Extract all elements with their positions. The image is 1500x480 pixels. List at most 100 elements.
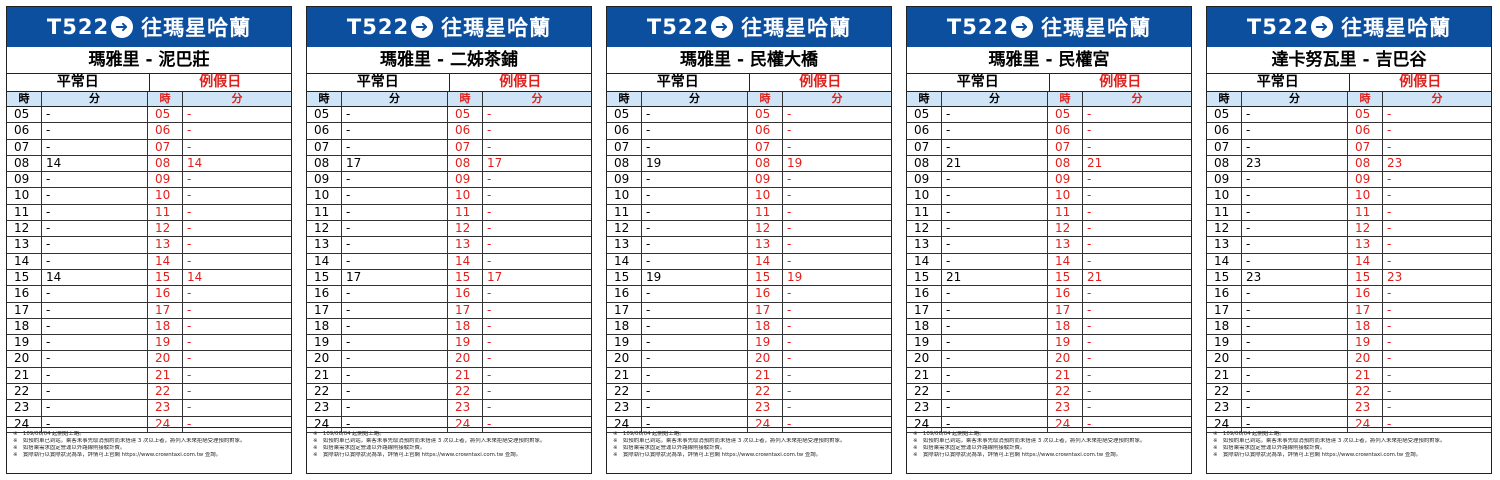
holiday-hour: 06 — [448, 123, 483, 139]
weekday-hour: 23 — [907, 400, 942, 416]
weekday-minute: - — [942, 237, 1048, 253]
weekday-minute: - — [1242, 237, 1348, 253]
weekday-hour: 21 — [307, 367, 342, 384]
note-line: ※ 如搭乘需求固定營運以外路線則接駁計費。 — [1213, 445, 1326, 451]
weekday-minute: - — [342, 367, 448, 384]
holiday-minute: - — [787, 384, 792, 399]
weekday-hour: 08 — [607, 155, 642, 172]
weekday-hour: 19 — [7, 335, 42, 351]
holiday-minute: - — [1087, 367, 1092, 382]
table-row: 17-17- — [607, 302, 891, 319]
column-header: 時分時分 — [7, 92, 291, 107]
weekday-minute: - — [42, 204, 148, 221]
table-row: 07-07- — [1207, 139, 1491, 156]
holiday-hour: 23 — [448, 400, 483, 416]
table-row: 12-12- — [1207, 221, 1491, 238]
weekday-minute: - — [342, 416, 448, 432]
weekday-minute: - — [942, 172, 1048, 188]
table-row: 08 17 08 17 — [307, 155, 591, 173]
minute-col-label: 分 — [1431, 92, 1443, 105]
holiday-minute: - — [487, 237, 492, 252]
holiday-minute: - — [187, 335, 192, 350]
table-row: 10-10- — [307, 188, 591, 205]
table-row: 16-16- — [307, 286, 591, 303]
note-line: ※ 如搭乘需求固定營運以外路線則接駁計費。 — [313, 445, 426, 451]
weekday-hour: 15 — [607, 269, 642, 286]
holiday-hour: 21 — [148, 367, 183, 384]
table-row: 08 23 08 23 — [1207, 155, 1491, 173]
weekday-hour: 23 — [307, 400, 342, 416]
table-row: 24-24- — [307, 416, 591, 433]
holiday-minute: - — [187, 400, 192, 415]
weekday-minute: - — [342, 384, 448, 400]
table-row: 21-21- — [607, 367, 891, 385]
note-line: ※ 109/06/04 起開始上路。 — [313, 431, 385, 437]
table-row: 18-18- — [907, 318, 1191, 336]
weekday-hour: 07 — [307, 139, 342, 155]
holiday-minute: - — [1387, 253, 1392, 268]
holiday-hour: 09 — [1348, 172, 1383, 188]
table-row: 22-22- — [7, 384, 291, 401]
weekday-minute: - — [1242, 221, 1348, 237]
weekday-hour: 18 — [1207, 318, 1242, 335]
weekday-minute: - — [42, 188, 148, 204]
table-row: 14-14- — [307, 253, 591, 270]
holiday-hour: 18 — [748, 318, 783, 335]
holiday-minute: - — [1087, 335, 1092, 350]
weekday-minute: 19 — [642, 269, 748, 286]
weekday-minute: - — [42, 400, 148, 416]
holiday-hour: 21 — [1048, 367, 1083, 384]
holiday-hour: 10 — [148, 188, 183, 204]
weekday-hour: 10 — [1207, 188, 1242, 204]
weekday-minute: - — [1242, 253, 1348, 269]
holiday-minute: - — [1087, 400, 1092, 415]
weekday-minute: 19 — [642, 155, 748, 172]
weekday-hour: 05 — [907, 107, 942, 123]
holiday-minute: - — [187, 107, 192, 121]
weekday-hour: 15 — [1207, 269, 1242, 286]
weekday-minute: - — [642, 318, 748, 335]
holiday-minute: - — [1387, 367, 1392, 382]
weekday-hour: 17 — [1207, 302, 1242, 318]
holiday-hour: 13 — [448, 237, 483, 253]
holiday-minute: - — [1087, 416, 1092, 431]
holiday-minute: - — [1387, 400, 1392, 415]
holiday-minute: 14 — [187, 269, 203, 284]
weekday-hour: 18 — [607, 318, 642, 335]
holiday-minute: - — [1087, 221, 1092, 236]
table-row: 19-19- — [1207, 335, 1491, 352]
holiday-hour: 06 — [748, 123, 783, 139]
holiday-hour: 11 — [748, 204, 783, 221]
weekday-label: 平常日 — [1207, 74, 1350, 91]
holiday-minute: - — [1087, 204, 1092, 219]
table-row: 24-24- — [607, 416, 891, 433]
note-line: ※ 109/06/04 起開始上路。 — [913, 431, 985, 437]
holiday-minute: - — [1387, 139, 1392, 154]
notes: ※ 109/06/04 起開始上路。 ※ 如預約車已到站，乘客未事先取消預約而未搭… — [7, 428, 291, 462]
holiday-minute: - — [787, 400, 792, 415]
holiday-hour: 18 — [1048, 318, 1083, 335]
holiday-hour: 08 — [148, 155, 183, 172]
weekday-hour: 09 — [307, 172, 342, 188]
holiday-hour: 17 — [448, 302, 483, 318]
minute-col-label: 分 — [1242, 92, 1348, 106]
weekday-hour: 14 — [907, 253, 942, 269]
holiday-hour: 10 — [448, 188, 483, 204]
weekday-hour: 05 — [7, 107, 42, 123]
holiday-minute: - — [187, 204, 192, 219]
holiday-hour: 16 — [148, 286, 183, 302]
weekday-hour: 23 — [1207, 400, 1242, 416]
weekday-hour: 11 — [307, 204, 342, 221]
destination: 往瑪星哈蘭 — [441, 16, 552, 40]
note-line: ※ 109/06/04 起開始上路。 — [13, 431, 85, 437]
weekday-hour: 12 — [607, 221, 642, 237]
weekday-hour: 13 — [307, 237, 342, 253]
holiday-minute: - — [1387, 302, 1392, 317]
weekday-minute: - — [942, 221, 1048, 237]
weekday-minute: - — [942, 107, 1048, 123]
weekday-hour: 11 — [907, 204, 942, 221]
table-row: 12-12- — [907, 221, 1191, 238]
column-header: 時分時分 — [307, 92, 591, 107]
weekday-minute: - — [342, 302, 448, 318]
holiday-minute: - — [1387, 237, 1392, 252]
